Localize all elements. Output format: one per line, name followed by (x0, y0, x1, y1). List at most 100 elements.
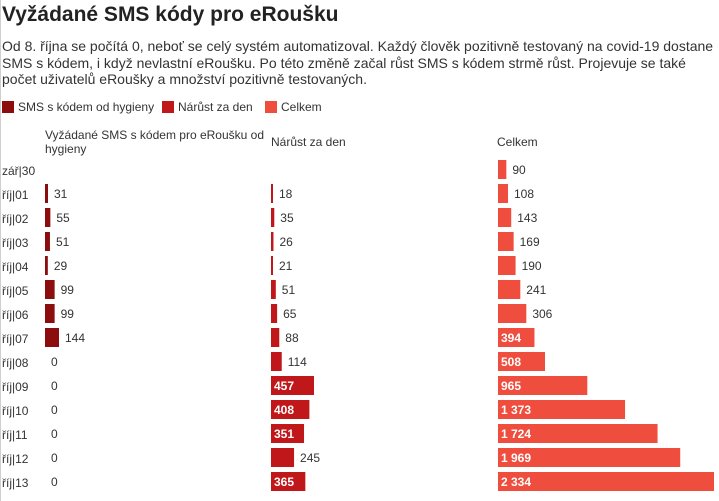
data-label: 965 (501, 379, 521, 393)
data-label: 0 (51, 403, 58, 417)
category-label: říj|06 (2, 308, 29, 322)
bar-narust (271, 184, 273, 203)
data-label: 99 (61, 283, 75, 297)
category-label: říj|07 (2, 332, 29, 346)
bar-narust (271, 256, 273, 275)
legend-label-celkem: Celkem (281, 100, 322, 114)
data-label: 2 334 (501, 475, 531, 489)
data-label: 245 (300, 451, 320, 465)
data-label: 35 (280, 211, 294, 225)
data-label: 408 (274, 403, 294, 417)
bar-narust (271, 424, 305, 443)
bar-celkem (498, 160, 507, 179)
legend-swatch-sms (2, 101, 14, 113)
bar-sms (45, 280, 55, 299)
category-label: říj|05 (2, 284, 29, 298)
bar-celkem (498, 256, 516, 275)
data-label: 1 373 (501, 403, 531, 417)
bar-sms (45, 208, 51, 227)
category-label: říj|03 (2, 236, 29, 250)
bar-narust (271, 352, 282, 371)
data-label: 365 (274, 475, 294, 489)
bar-celkem (498, 280, 521, 299)
data-label: 99 (61, 307, 75, 321)
category-label: říj|04 (2, 260, 29, 274)
bar-celkem (498, 208, 512, 227)
data-label: 0 (51, 427, 58, 441)
data-label: 241 (526, 283, 546, 297)
left-border (0, 0, 1, 501)
data-label: 26 (279, 235, 293, 249)
data-label: 169 (520, 235, 540, 249)
category-label: říj|01 (2, 188, 29, 202)
bar-narust (271, 232, 274, 251)
data-label: 508 (501, 355, 521, 369)
data-label: 90 (512, 163, 526, 177)
legend-label-sms: SMS s kódem od hygieny (18, 100, 155, 114)
data-label: 0 (51, 355, 58, 369)
data-label: 306 (532, 307, 552, 321)
chart-title: Vyžádané SMS kódy pro eRoušku (2, 3, 339, 26)
data-label: 55 (56, 211, 70, 225)
category-label: říj|08 (2, 356, 29, 370)
chart-description: Od 8. října se počítá 0, neboť se celý s… (2, 38, 714, 87)
category-label: říj|10 (2, 404, 29, 418)
bar-celkem (498, 448, 681, 467)
data-label: 0 (51, 379, 58, 393)
bar-sms (45, 328, 59, 347)
bar-celkem (498, 424, 658, 443)
data-label: 88 (285, 331, 299, 345)
data-label: 51 (56, 235, 70, 249)
data-label: 21 (279, 259, 293, 273)
bar-celkem (498, 304, 527, 323)
data-label: 108 (514, 187, 534, 201)
bar-celkem (498, 400, 626, 419)
data-label: 143 (517, 211, 537, 225)
data-label: 190 (522, 259, 542, 273)
bar-celkem (498, 472, 714, 491)
category-label: říj|09 (2, 380, 29, 394)
bar-celkem (498, 232, 514, 251)
data-label: 394 (501, 331, 521, 345)
bar-narust (271, 376, 314, 395)
column-title-celkem: Celkem (497, 135, 538, 149)
bar-sms (45, 184, 49, 203)
data-label: 457 (274, 379, 294, 393)
bar-sms (45, 232, 50, 251)
category-label: říj|11 (2, 428, 28, 442)
data-label: 0 (51, 451, 58, 465)
category-label: říj|02 (2, 212, 29, 226)
data-label: 114 (288, 355, 307, 369)
bar-celkem (498, 352, 546, 371)
legend-label-narust: Nárůst za den (178, 100, 253, 114)
bar-narust (271, 448, 295, 467)
data-label: 351 (274, 427, 294, 441)
data-label: 0 (51, 475, 58, 489)
bar-narust (271, 328, 280, 347)
bar-narust (271, 400, 310, 419)
data-label: 29 (54, 259, 68, 273)
data-label: 31 (54, 187, 68, 201)
data-label: 65 (283, 307, 297, 321)
bar-sms (45, 304, 55, 323)
data-label: 144 (65, 331, 85, 345)
bar-narust (271, 472, 306, 491)
data-label: 18 (279, 187, 293, 201)
bar-celkem (498, 184, 508, 203)
data-label: 1 969 (501, 451, 531, 465)
category-label: říj|13 (2, 476, 29, 490)
data-label: 51 (282, 283, 296, 297)
legend-swatch-narust (162, 101, 174, 113)
bar-narust (271, 208, 275, 227)
data-label: 1 724 (501, 427, 531, 441)
bar-sms (45, 256, 48, 275)
bar-celkem (498, 328, 535, 347)
legend-swatch-celkem (265, 101, 277, 113)
bar-narust (271, 304, 278, 323)
column-title-narust: Nárůst za den (271, 135, 346, 149)
column-title-sms: Vyžádané SMS s kódem pro eRoušku od hygi… (45, 128, 265, 156)
category-label: zář|30 (2, 164, 35, 178)
bar-celkem (498, 376, 588, 395)
bar-narust (271, 280, 276, 299)
